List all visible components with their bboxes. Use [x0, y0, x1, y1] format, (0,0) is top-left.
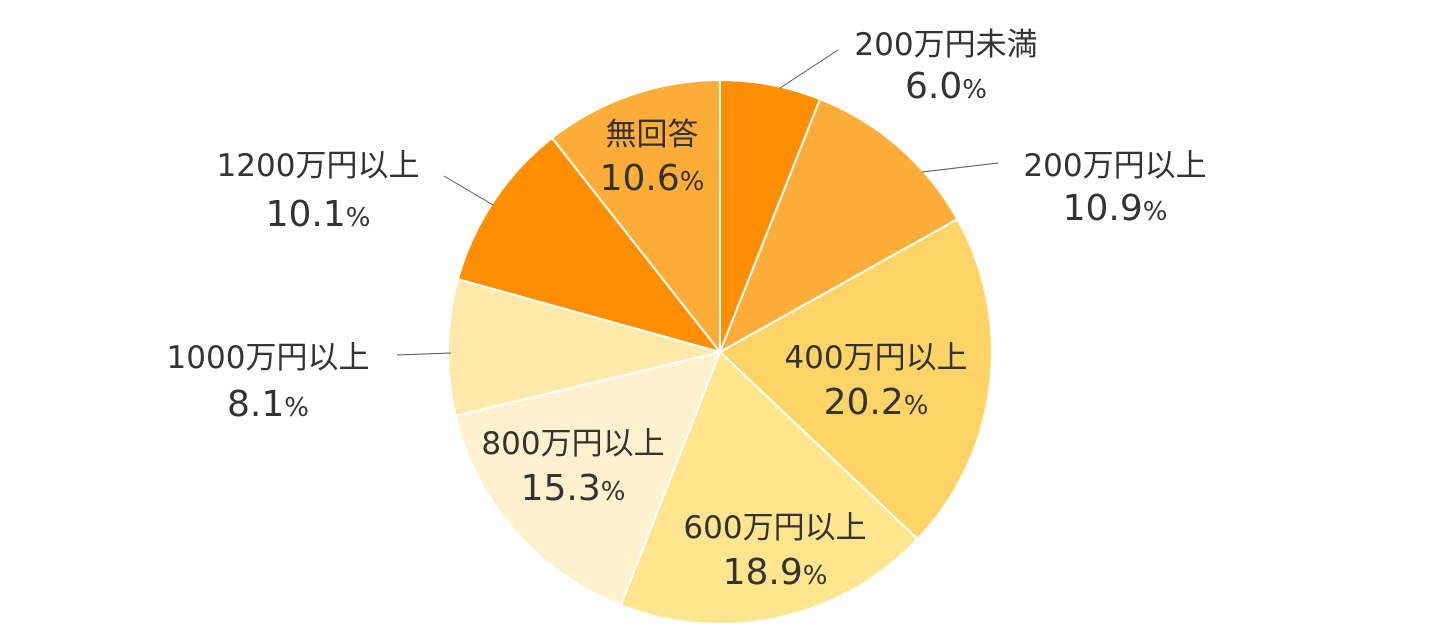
- slice-value-number: 6.0: [905, 66, 962, 107]
- slice-value-number: 10.9: [1063, 188, 1143, 229]
- pie-slice-6: [456, 137, 721, 353]
- slice-label-7: 無回答: [606, 117, 699, 153]
- slice-label-1: 200万円以上: [1023, 148, 1206, 184]
- slice-value-3: 18.9%: [723, 552, 828, 593]
- percent-unit: %: [680, 167, 705, 197]
- slice-value-4: 15.3%: [521, 468, 626, 509]
- pie-slice-7: [551, 79, 721, 353]
- percent-unit: %: [284, 393, 309, 423]
- pie-slice-4: [454, 351, 721, 607]
- slice-value-5: 8.1%: [227, 384, 309, 425]
- slice-value-number: 10.6: [600, 158, 680, 199]
- slice-value-2: 20.2%: [824, 382, 929, 423]
- pie-slice-1: [719, 98, 959, 353]
- slice-label-5: 1000万円以上: [167, 340, 370, 376]
- leader-lines-layer: [396, 49, 999, 356]
- slice-value-number: 18.9: [723, 552, 803, 593]
- slice-value-number: 20.2: [824, 382, 904, 423]
- percent-unit: %: [601, 477, 626, 507]
- slice-value-7: 10.6%: [600, 158, 705, 199]
- percent-unit: %: [962, 75, 987, 105]
- slice-label-6: 1200万円以上: [217, 148, 420, 184]
- leader-line-6: [443, 175, 494, 206]
- slice-value-6: 10.1%: [266, 194, 371, 235]
- percent-unit: %: [904, 391, 929, 421]
- slice-value-number: 10.1: [266, 194, 346, 235]
- percent-unit: %: [346, 203, 371, 233]
- leader-line-5: [396, 352, 452, 356]
- leader-line-0: [779, 49, 839, 89]
- slice-label-4: 800万円以上: [481, 426, 664, 462]
- slices-layer: [447, 79, 993, 625]
- slice-value-number: 8.1: [227, 384, 284, 425]
- slice-label-0: 200万円未満: [854, 27, 1037, 63]
- slice-value-0: 6.0%: [905, 66, 987, 107]
- slice-label-3: 600万円以上: [683, 510, 866, 546]
- pie-slice-2: [719, 218, 993, 540]
- slice-value-number: 15.3: [521, 468, 601, 509]
- leader-line-1: [921, 162, 999, 173]
- pie-slice-5: [447, 278, 721, 417]
- percent-unit: %: [1143, 197, 1168, 227]
- slice-value-1: 10.9%: [1063, 188, 1168, 229]
- slice-label-2: 400万円以上: [784, 340, 967, 376]
- percent-unit: %: [803, 561, 828, 591]
- pie-slice-3: [619, 351, 919, 625]
